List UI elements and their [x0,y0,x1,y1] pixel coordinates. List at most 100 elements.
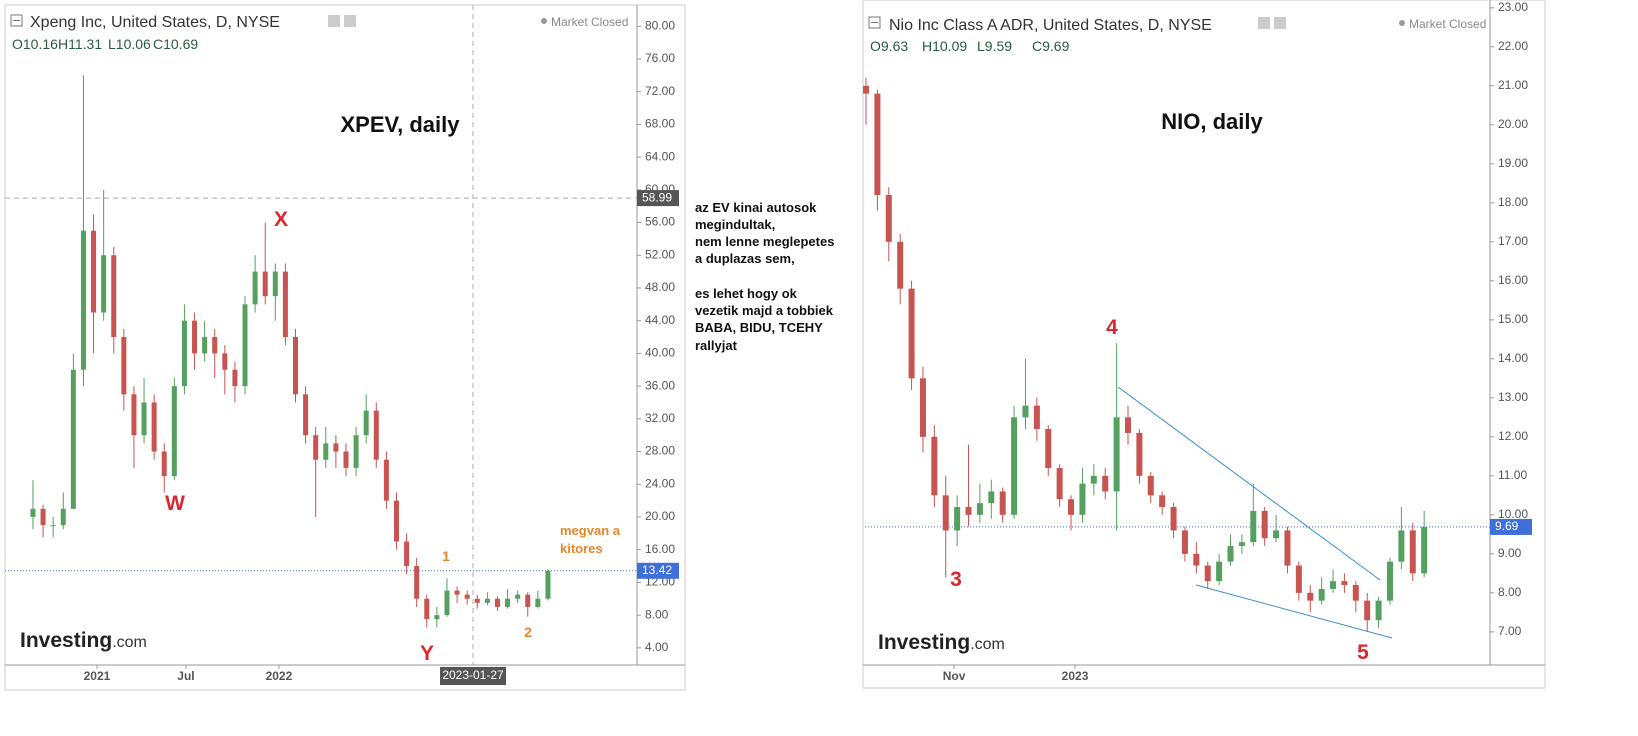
candle-body [151,402,157,452]
candle-body [1261,510,1268,539]
y-tick-label: 22.00 [1498,39,1528,53]
candle-body [343,451,349,468]
x-tick-label: Nov [943,669,966,683]
last-price-label: 13.42 [642,563,672,577]
collapse-icon[interactable] [868,16,881,29]
panel-frame [862,0,1546,689]
candle-body [192,320,198,354]
last-price-box [637,562,679,579]
candle-body [494,598,500,607]
candle-body [976,503,983,515]
candle-body [1375,600,1382,621]
wave-label: Y [420,642,434,665]
wave-label: 1 [442,548,450,564]
y-tick-label: 21.00 [1498,78,1528,92]
candle-body [1102,475,1109,492]
candle-body [131,394,137,436]
candle-body [474,598,480,603]
candle-body [50,525,56,527]
candle-body [545,570,551,599]
y-tick-label: 7.00 [1498,624,1522,638]
y-tick-label: 52.00 [645,247,675,261]
trend-line [1195,584,1393,639]
candle-body [383,459,389,501]
y-tick-label: 11.00 [1498,468,1527,482]
annotation: kitores [560,541,603,556]
candle-body [1011,417,1018,515]
candle-body [262,271,268,297]
candle-body [988,491,995,504]
trend-line [1117,386,1381,581]
candle-body [252,271,258,305]
y-tick-label: 14.00 [1498,351,1528,365]
status-dot [1399,20,1405,26]
candle-body [293,337,299,395]
market-status: Market Closed [551,15,628,29]
candle-body [535,598,541,607]
y-tick-label: 12.00 [1498,429,1528,443]
candle-body [434,615,440,620]
candle-body [1056,468,1063,500]
collapse-icon[interactable] [10,14,23,27]
candle-body [1136,432,1143,476]
candle-body [1090,475,1097,484]
candle-body [1409,530,1416,574]
y-tick-label: 17.00 [1498,234,1528,248]
candle-body [1398,530,1405,562]
candle-body [1147,475,1154,496]
candle-body [942,495,949,531]
candle-body [161,451,167,477]
y-tick-label: 72.00 [645,84,675,98]
crosshair-x-box [440,667,507,685]
candle-body [363,410,369,436]
wave-label: 5 [1357,641,1369,664]
y-tick-label: 16.00 [1498,273,1528,287]
candle-body [323,443,329,460]
chart-label: NIO, daily [1161,109,1263,134]
note-line: rallyjat [695,338,738,353]
wave-label: W [165,492,185,515]
y-tick-label: 44.00 [645,313,675,327]
candle-body [1068,499,1075,515]
candle-body [101,255,107,313]
y-tick-label: 40.00 [645,346,675,360]
candle-body [1386,561,1393,601]
candle-body [908,288,915,379]
ohlc-high: H11.31 [58,36,102,52]
candle-body [1124,417,1131,433]
chart-title: Xpeng Inc, United States, D, NYSE [30,14,280,31]
logo-suffix: .com [112,634,147,651]
candle-body [1170,507,1177,531]
last-price-box [1490,518,1532,535]
wave-label: 3 [950,568,962,591]
last-price-label: 9.69 [1495,519,1519,533]
y-tick-label: 24.00 [645,476,675,490]
note-line: BABA, BIDU, TCEHY [695,320,823,335]
x-tick-label: 2022 [266,669,293,683]
settings-icon[interactable] [1274,17,1286,29]
settings-icon[interactable] [344,15,356,27]
candle-body [40,508,46,526]
note-line: megindultak, [695,217,775,232]
settings-icon[interactable] [1258,17,1270,29]
candle-body [212,337,218,354]
candle-body [141,402,147,436]
y-tick-label: 80.00 [645,18,675,32]
candle-body [1159,495,1166,508]
candle-body [1193,553,1200,566]
candle-body [444,590,450,616]
y-tick-label: 20.00 [645,509,675,523]
wave-label: 4 [1106,316,1118,339]
candle-body [1045,429,1052,469]
candle-body [1113,417,1120,492]
candle-body [505,598,511,607]
candle-body [954,507,961,531]
crosshair-x-label: 2023-01-27 [442,668,504,682]
settings-icon[interactable] [328,15,340,27]
y-tick-label: 19.00 [1498,156,1528,170]
candle-body [222,353,228,370]
status-dot [541,18,547,24]
panel-frame [4,4,686,691]
candle-body [863,85,870,94]
